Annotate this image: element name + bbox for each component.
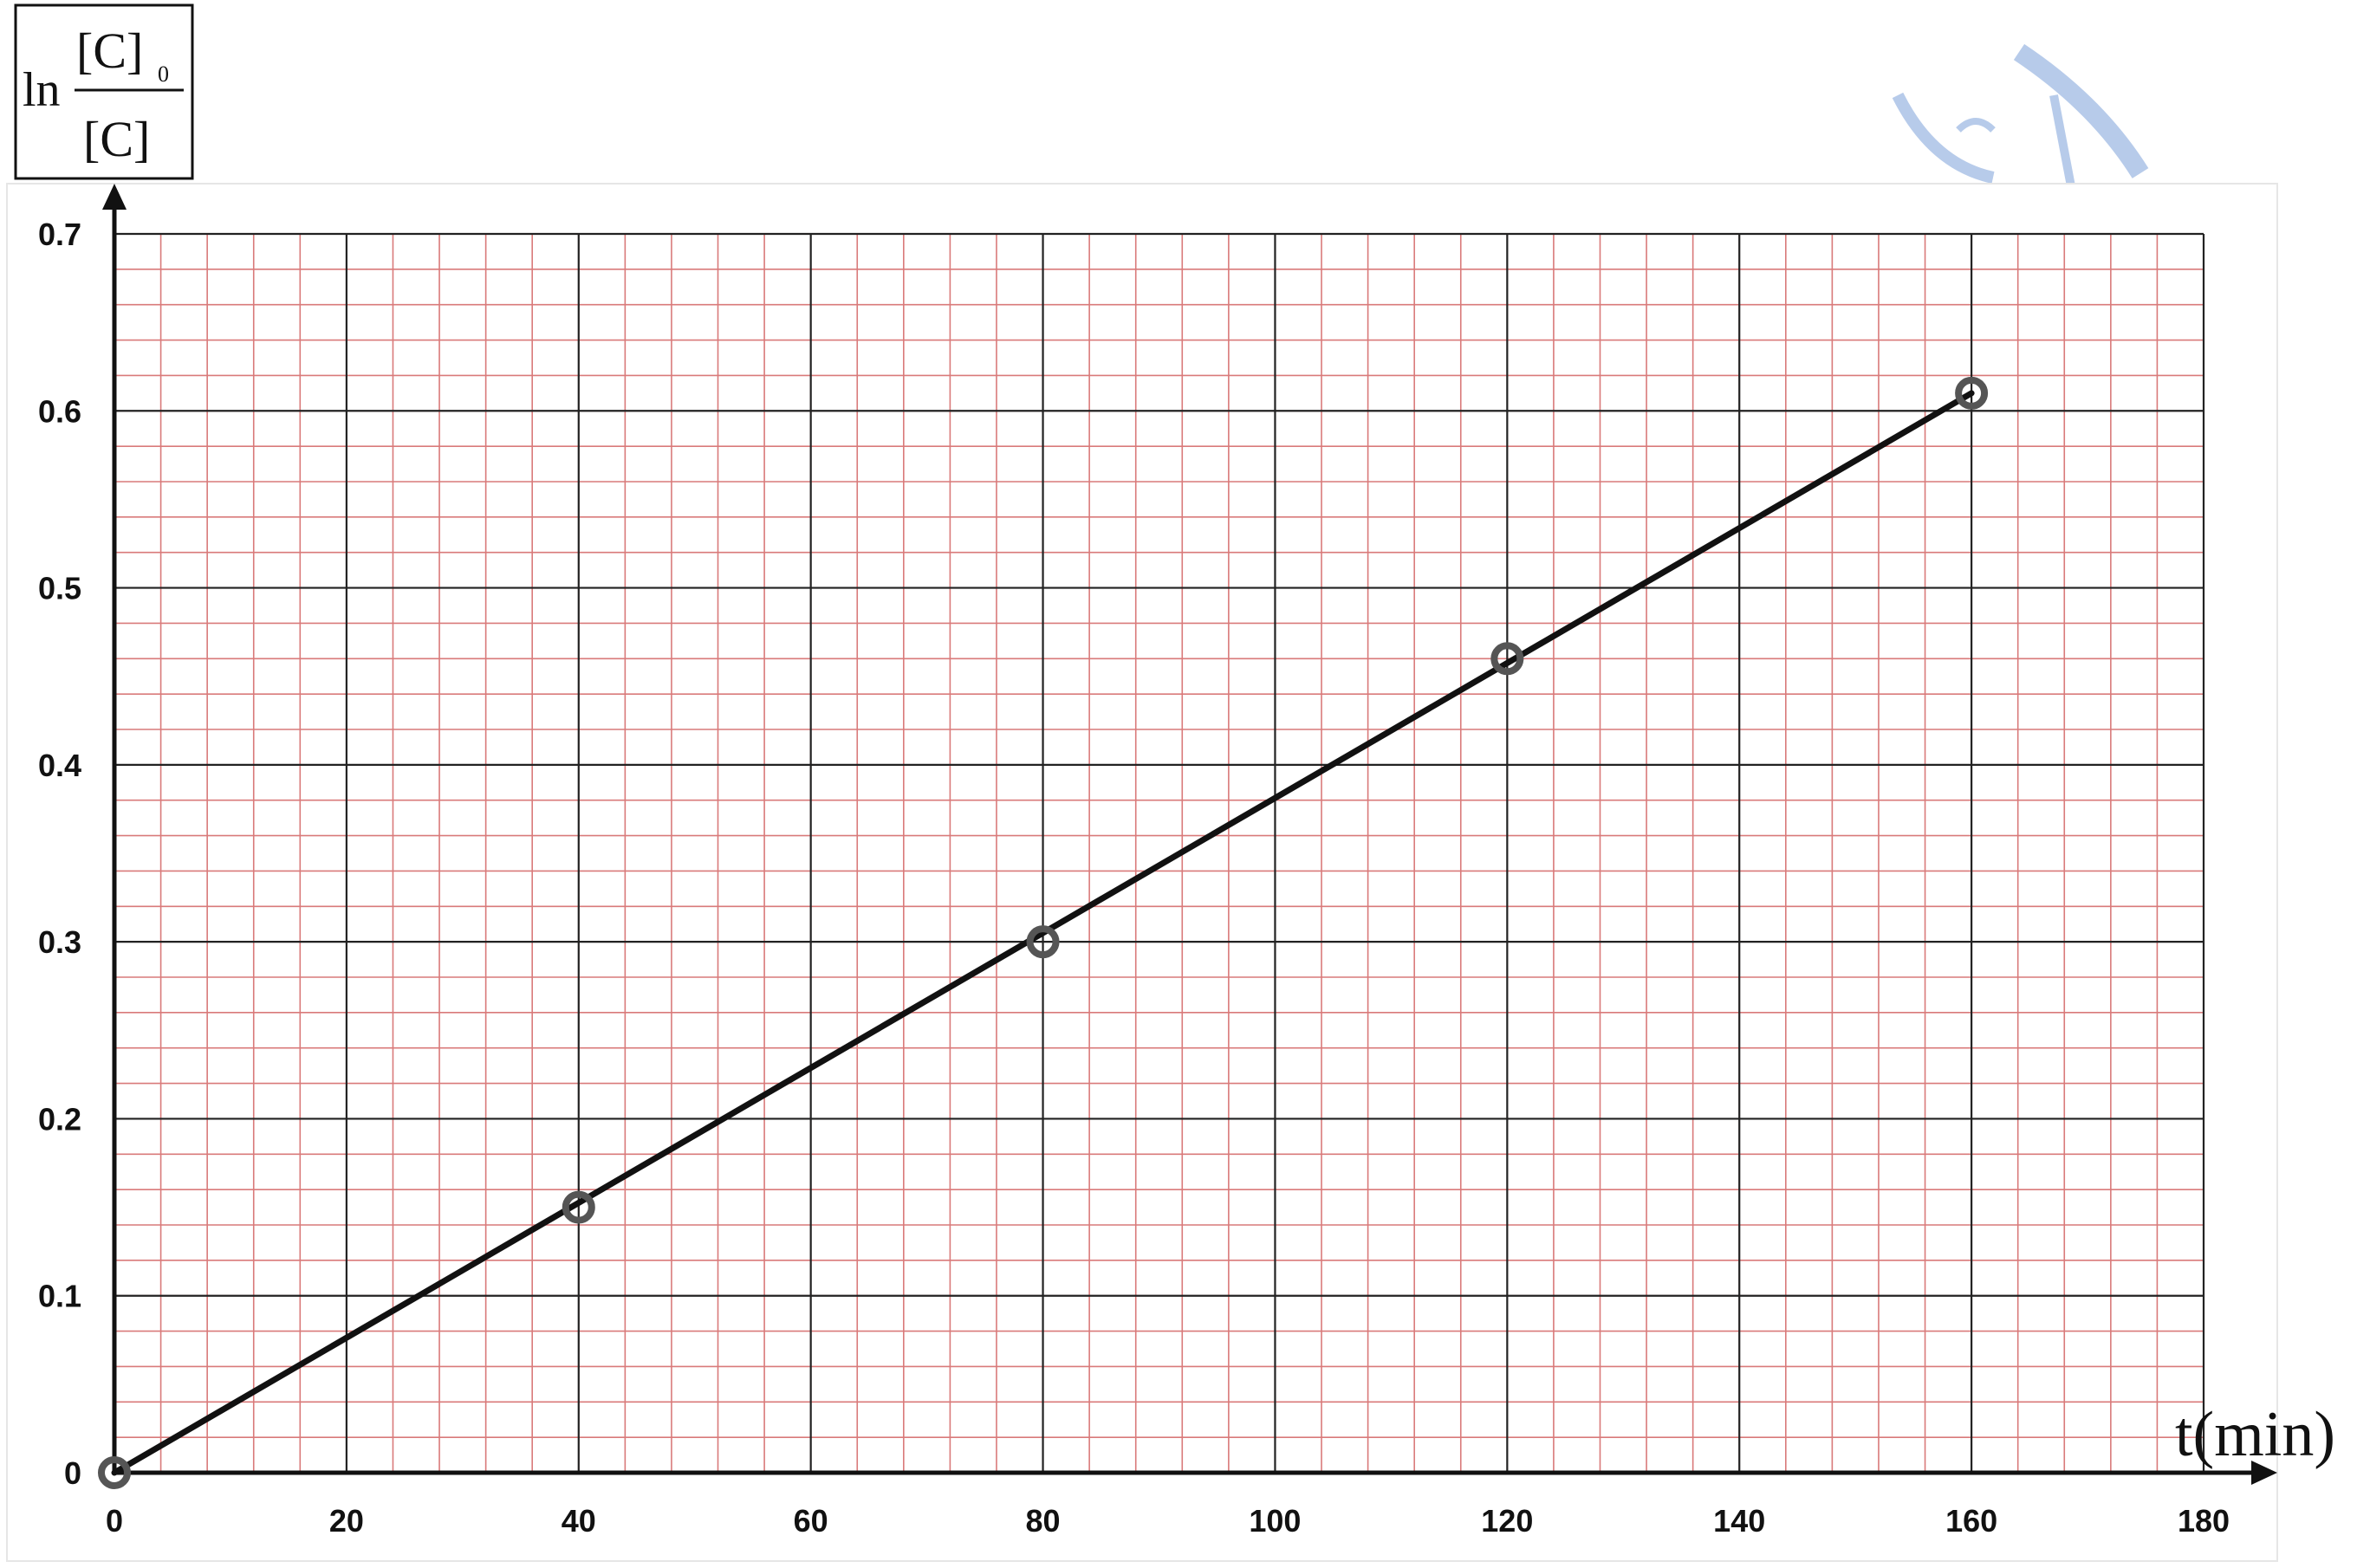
y-tick-label: 0 [64,1455,81,1491]
x-tick-label: 100 [1249,1503,1301,1539]
y-axis-title-prefix: ln [23,63,61,117]
data-point [1490,642,1524,676]
data-point [1955,376,1989,410]
y-tick-label: 0.2 [38,1101,81,1137]
y-tick-label: 0.4 [38,748,81,783]
series-layer [98,376,1989,1489]
x-tick-label: 140 [1713,1503,1765,1539]
y-tick-label: 0.7 [38,217,81,252]
x-tick-label: 160 [1945,1503,1997,1539]
y-axis-arrowhead [102,184,127,210]
y-tick-labels: 0 0.1 0.2 0.3 0.4 0.5 0.6 0.7 [38,217,81,1491]
y-tick-label: 0.1 [38,1279,81,1314]
data-point [1026,925,1060,959]
major-grid [113,232,2205,1474]
data-point [98,1456,131,1489]
y-tick-label: 0.5 [38,571,81,606]
y-axis-title-denominator: [C] [83,111,150,167]
y-axis-title-box [14,3,194,180]
x-tick-labels: 0 20 40 60 80 100 120 140 160 180 [106,1503,2230,1539]
x-tick-label: 0 [106,1503,123,1539]
fit-line [111,390,1975,1476]
x-tick-label: 20 [329,1503,364,1539]
x-axis-title: t(min) [2175,1399,2335,1470]
y-axis-title-numerator-subscript: 0 [158,62,169,87]
x-tick-label: 40 [562,1503,596,1539]
data-point [562,1190,595,1224]
y-axis-title-numerator: [C] [76,23,143,79]
x-tick-label: 80 [1026,1503,1061,1539]
x-tick-label: 120 [1481,1503,1533,1539]
x-tick-label: 60 [794,1503,828,1539]
x-axis-arrowhead [2251,1461,2277,1485]
y-axis-title: ln [C] 0 [C] [14,3,194,180]
y-tick-label: 0.6 [38,393,81,429]
watermark-logo [1892,43,2149,187]
axes [102,184,2277,1485]
x-tick-label: 180 [2178,1503,2230,1539]
y-tick-label: 0.3 [38,924,81,960]
